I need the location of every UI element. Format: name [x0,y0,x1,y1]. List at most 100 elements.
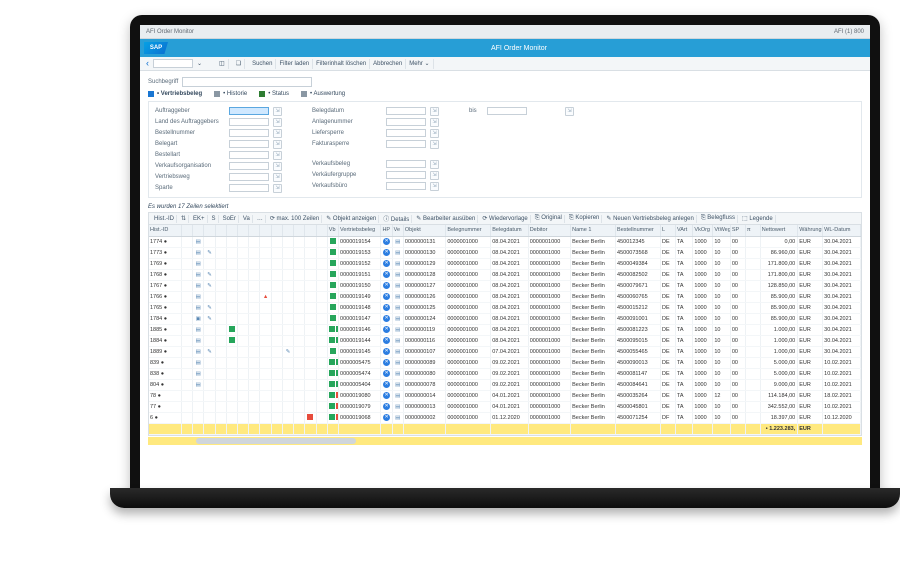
save-icon[interactable]: ⌄ [197,60,202,67]
column-header[interactable] [226,225,237,236]
filter-input[interactable] [229,140,269,148]
filter-range-button[interactable]: ⇲ [430,107,439,116]
grid-tb-item-10[interactable]: ✎ Bearbeiter ausüben [414,215,478,223]
filter-input[interactable] [229,184,269,192]
tab-vertriebsbeleg[interactable]: • Vertriebsbeleg [148,91,202,97]
tab-historie[interactable]: • Historie [214,91,247,97]
table-row[interactable]: 804 ●▤0000005404✕▤0000000078000000100009… [149,379,861,390]
column-header[interactable] [193,225,204,236]
grid-tb-item-8[interactable]: ✎ Objekt anzeigen [324,215,379,223]
column-header[interactable]: Belegdatum [491,225,528,236]
filter-input[interactable] [229,151,269,159]
filter-range-button[interactable]: ⇲ [430,160,439,169]
toolbar-item-2[interactable]: Filterinhalt löschen [313,59,370,69]
table-row[interactable]: 1766 ●▤▲0000019149✕▤00000001260000001000… [149,291,861,302]
table-row[interactable]: 1773 ●▤✎0000019153✕▤00000001300000001000… [149,247,861,258]
grid-tb-item-9[interactable]: ⓘ Details [381,215,412,223]
column-header[interactable]: Ve [392,225,403,236]
column-header[interactable] [271,225,282,236]
filter-input[interactable] [229,107,269,115]
table-row[interactable]: 1774 ●▤0000019154✕▤000000013100000010000… [149,236,861,247]
filter-range-button[interactable]: ⇲ [273,140,282,149]
toolbar-item-0[interactable]: Suchen [249,59,276,69]
filter-range-button[interactable]: ⇲ [273,107,282,116]
grid-tb-item-15[interactable]: ⎘ Belegfluss [699,215,738,223]
filter-range-button[interactable]: ⇲ [273,184,282,193]
column-header[interactable] [305,225,316,236]
table-row[interactable]: 1767 ●▤✎0000019150✕▤00000001270000001000… [149,280,861,291]
column-header[interactable]: L [660,225,675,236]
column-header[interactable] [282,225,293,236]
grid-tb-item-11[interactable]: ⟳ Wiedervorlage [480,215,530,223]
toolbar-item-1[interactable]: Filter laden [276,59,313,69]
table-row[interactable]: 1885 ●▤0000019146✕▤000000011900000010000… [149,324,861,335]
column-header[interactable]: π [745,225,760,236]
search-input[interactable] [182,77,312,87]
table-row[interactable]: 839 ●▤0000005475✕▤0000000089000000100009… [149,357,861,368]
column-header[interactable] [181,225,192,236]
column-header[interactable] [215,225,226,236]
table-row[interactable]: 1765 ●▤✎0000019148✕▤00000001250000001000… [149,302,861,313]
column-header[interactable]: VkOrg [693,225,713,236]
grid-tb-item-6[interactable]: … [255,215,266,223]
filter-input[interactable] [386,118,426,126]
grid-tb-item-2[interactable]: EK+ [191,215,208,223]
column-header[interactable] [238,225,249,236]
filter-input[interactable] [386,107,426,115]
column-header[interactable] [260,225,271,236]
column-header[interactable]: Hist.-ID [149,225,181,236]
grid-tb-item-1[interactable]: ⇅ [179,215,189,223]
grid-tb-item-12[interactable]: ⎘ Original [533,215,565,223]
table-row[interactable]: 78 ●0000019080✕▤0000000014000000100004.0… [149,390,861,401]
column-header[interactable]: VArt [675,225,692,236]
filter-range-button[interactable]: ⇲ [273,118,282,127]
toolbar-item-3[interactable]: Abbrechen [370,59,406,69]
table-row[interactable]: 1768 ●▤✎0000019151✕▤00000001280000001000… [149,269,861,280]
tb-icon-2[interactable]: ❏ [233,59,245,69]
column-header[interactable] [316,225,327,236]
grid-tb-item-0[interactable]: Hist.-ID [152,215,177,223]
filter-range-button[interactable]: ⇲ [430,171,439,180]
table-row[interactable]: 1884 ●▤0000019144✕▤000000011600000010000… [149,335,861,346]
column-header[interactable]: Debitor [528,225,570,236]
column-header[interactable] [249,225,260,236]
column-header[interactable]: Vertriebsbeleg [339,225,381,236]
grid-tb-item-7[interactable]: ⟳ max. 100 Zeilen [268,215,322,223]
back-button[interactable]: ‹ [146,59,149,68]
table-row[interactable]: 6 ●0000019068✕▤0000000002000000100001.12… [149,412,861,423]
filter-input[interactable] [386,171,426,179]
column-header[interactable]: Vb [327,225,338,236]
filter-input[interactable] [386,140,426,148]
filter-range-button[interactable]: ⇲ [273,129,282,138]
filter-input[interactable] [386,129,426,137]
column-header[interactable]: SP [730,225,745,236]
filter-range-button[interactable]: ⇲ [273,173,282,182]
tab-auswertung[interactable]: • Auswertung [301,91,345,97]
grid-tb-item-14[interactable]: ✎ Neuen Vertriebsbeleg anlegen [604,215,696,223]
filter-range-button[interactable]: ⇲ [273,151,282,160]
table-row[interactable]: 838 ●▤0000005474✕▤0000000080000000100009… [149,368,861,379]
tab-status[interactable]: • Status [259,91,289,97]
filter-input[interactable] [229,118,269,126]
column-header[interactable]: HP [381,225,392,236]
column-header[interactable]: Nettowert [760,225,797,236]
filter-range-button[interactable]: ⇲ [430,118,439,127]
command-field[interactable] [153,59,193,68]
filter-input[interactable] [386,182,426,190]
column-header[interactable] [204,225,215,236]
column-header[interactable]: Objekt [403,225,445,236]
column-header[interactable]: Bestellnummer [616,225,661,236]
table-row[interactable]: 1889 ●▤✎✎0000019145✕▤0000000107000000100… [149,346,861,357]
filter-input[interactable] [386,160,426,168]
horizontal-scrollbar[interactable] [148,437,862,445]
grid-tb-item-4[interactable]: SoEr [221,215,239,223]
filter-range-button[interactable]: ⇲ [430,129,439,138]
bis-input[interactable] [487,107,527,115]
grid-tb-item-13[interactable]: ⎘ Kopieren [567,215,603,223]
bis-range-button[interactable]: ⇲ [565,107,574,116]
column-header[interactable] [294,225,305,236]
column-header[interactable]: Name 1 [571,225,616,236]
column-header[interactable]: VtWeg [713,225,730,236]
tb-icon-1[interactable]: ◫ [216,59,229,69]
grid-tb-item-16[interactable]: ⬚ Legende [740,215,776,223]
